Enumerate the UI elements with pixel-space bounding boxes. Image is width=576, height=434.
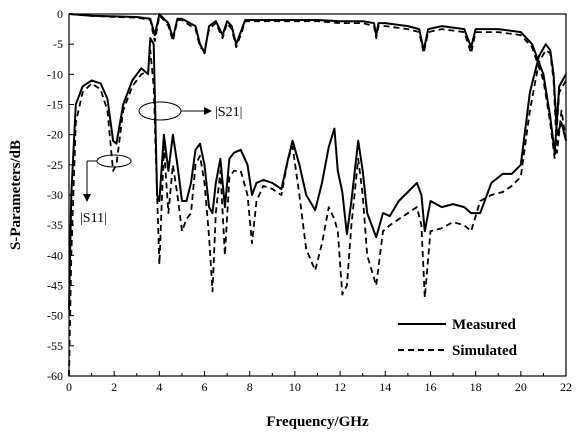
x-tick-label: 0 <box>66 380 72 394</box>
annotation-s21: |S21| <box>138 101 242 121</box>
legend: Measured Simulated <box>398 317 518 359</box>
y-tick-label: -35 <box>47 218 63 232</box>
s11-arrowhead <box>83 194 91 202</box>
y-tick-label: -45 <box>47 279 63 293</box>
annotation-s11: |S11| <box>80 154 132 226</box>
x-tick-label: 22 <box>560 380 572 394</box>
x-tick-label: 2 <box>111 380 117 394</box>
y-tick-label: -50 <box>47 309 63 323</box>
x-tick-label: 4 <box>156 380 162 394</box>
series-layer <box>68 13 567 377</box>
y-tick-label: -55 <box>47 339 63 353</box>
y-tick-label: -25 <box>47 158 63 172</box>
s21-ellipse <box>138 101 182 121</box>
x-tick-label: 8 <box>247 380 253 394</box>
y-tick-label: 0 <box>57 7 63 21</box>
y-tick-label: -30 <box>47 188 63 202</box>
x-axis-title: Frequency/GHz <box>266 414 369 430</box>
y-axis-title: S-Parameters/dB <box>8 140 24 250</box>
s11-label: |S11| <box>80 211 107 226</box>
x-tick-label: 14 <box>379 380 391 394</box>
s11-ellipse <box>96 154 132 168</box>
y-tick-label: -10 <box>47 67 63 81</box>
series-s11-dashed <box>68 49 567 377</box>
s21-arrowhead <box>204 107 212 115</box>
y-tick-label: -40 <box>47 248 63 262</box>
x-tick-label: 18 <box>470 380 482 394</box>
legend-label-measured: Measured <box>452 317 517 333</box>
x-tick-label: 20 <box>515 380 527 394</box>
x-tick-label: 12 <box>334 380 346 394</box>
y-tick-label: -60 <box>47 369 63 383</box>
x-tick-label: 6 <box>202 380 208 394</box>
y-tick-label: -5 <box>53 37 63 51</box>
ticks-layer: 0 2 4 6 8 10 12 14 16 18 20 22 0 -5 -10 -15 -20 -25 -30 -35… <box>47 7 572 394</box>
y-tick-label: -20 <box>47 128 63 142</box>
x-tick-label: 10 <box>289 380 301 394</box>
series-s21-dashed <box>68 13 567 160</box>
y-tick-label: -15 <box>47 98 63 112</box>
s21-label: |S21| <box>215 105 242 120</box>
series-s11-solid <box>68 37 567 310</box>
series-s21-solid <box>68 13 567 154</box>
x-tick-label: 16 <box>424 380 436 394</box>
legend-label-simulated: Simulated <box>452 343 518 359</box>
